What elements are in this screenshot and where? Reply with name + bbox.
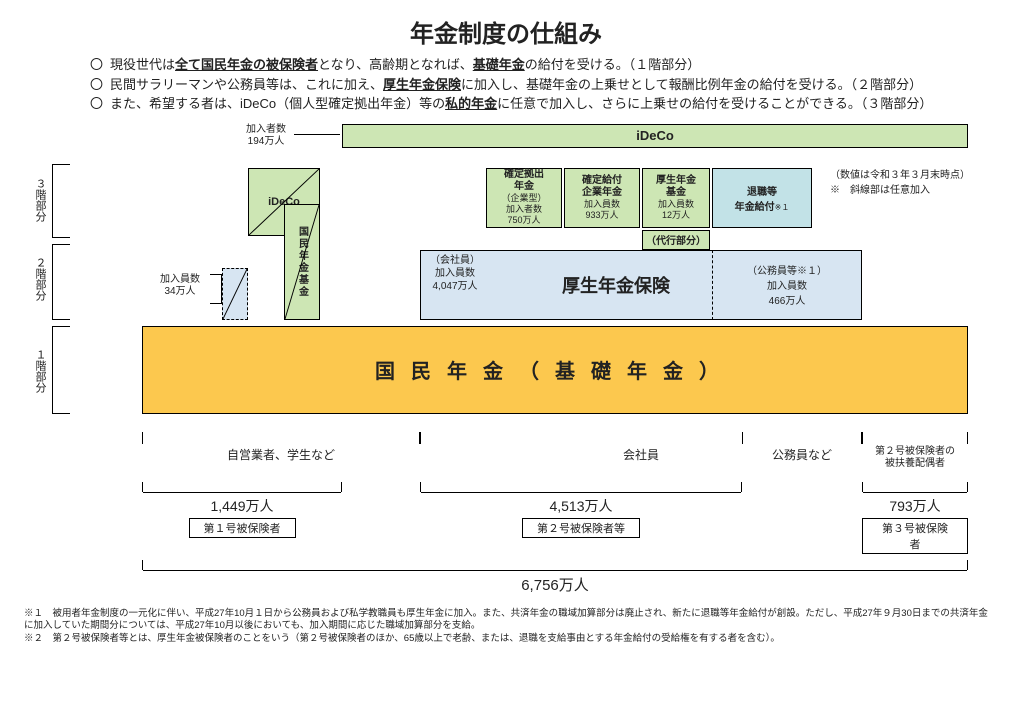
diagram-notes: （数値は令和３年３月末時点） ※ 斜線部は任意加入 (830, 168, 970, 198)
kousei-kaishain-count: （会社員）加入員数4,047万人 (430, 254, 480, 293)
ideco-count-callout: 加入者数194万人 (246, 124, 286, 148)
cat-public-servant: 公務員など (742, 436, 862, 463)
bracket-type1: 1,449万人 第１号被保険者 (142, 482, 342, 538)
ideco-bar: iDeCo (342, 124, 968, 148)
callout-connector (294, 134, 340, 135)
tier2-label: ２階部分 (32, 244, 46, 314)
tier1-brace (52, 326, 70, 414)
bracket-type3: 793万人 第３号被保険者 (862, 482, 968, 554)
pension-diagram: ３階部分 ２階部分 １階部分 iDeCo 加入者数194万人 iDeCo 国民年… (24, 124, 988, 424)
addin-brace (210, 274, 222, 304)
footnotes: ※１ 被用者年金制度の一元化に伴い、平成27年10月１日から公務員および私学教職… (24, 608, 988, 646)
tier2-brace (52, 244, 70, 320)
footnote-1: ※１ 被用者年金制度の一元化に伴い、平成27年10月１日から公務員および私学教職… (24, 608, 988, 634)
kokumin-nenkin-kikin: 国民年金基金 (284, 204, 320, 320)
bracket-total: 6,756万人 (142, 560, 968, 600)
tier1-label: １階部分 (32, 332, 46, 410)
intro-line-1: 現役世代は全て国民年金の被保険者となり、高齢期となれば、基礎年金の給付を受ける。… (90, 55, 988, 75)
bracket-type2: 4,513万人 第２号被保険者等※２ (420, 482, 742, 538)
category-row: 自営業者、学生など 会社員 公務員など 第２号被保険者の被扶養配偶者 (142, 432, 968, 476)
page-title: 年金制度の仕組み (24, 14, 988, 49)
footnote-2: ※２ 第２号被保険者等とは、厚生年金被保険者のことをいう（第２号被保険者のほか、… (24, 633, 988, 646)
addin-count: 加入員数34万人 (160, 274, 200, 298)
dc-corporate-box: 確定拠出 年金（企業型）加入者数 750万人 (486, 168, 562, 228)
intro-line-2: 民間サラリーマンや公務員等は、これに加え、厚生年金保険に加入し、基礎年金の上乗せ… (90, 75, 988, 95)
insured-brackets: 1,449万人 第１号被保険者 4,513万人 第２号被保険者等※２ 793万人… (142, 482, 968, 552)
komuin-box: （公務員等※１）加入員数466万人 (712, 250, 862, 320)
kokumin-nenkin-base: 国民年金（基礎年金） (142, 326, 968, 414)
kousei-kikin-box: 厚生年金 基金加入員数 12万人 (642, 168, 710, 228)
tier3-brace (52, 164, 70, 238)
cat-self-employed: 自営業者、学生など (142, 436, 420, 463)
daiko-box: （代行部分） (642, 230, 710, 250)
taishoku-box: 退職等 年金給付※１ (712, 168, 812, 228)
intro-line-3: また、希望する者は、iDeCo（個人型確定拠出年金）等の私的年金に任意で加入し、… (90, 94, 988, 114)
db-corporate-box: 確定給付 企業年金加入員数 933万人 (564, 168, 640, 228)
addin-box (222, 268, 248, 320)
cat-dependent-spouse: 第２号被保険者の被扶養配偶者 (862, 436, 968, 470)
tier3-label: ３階部分 (32, 172, 46, 228)
intro-list: 現役世代は全て国民年金の被保険者となり、高齢期となれば、基礎年金の給付を受ける。… (50, 55, 988, 114)
